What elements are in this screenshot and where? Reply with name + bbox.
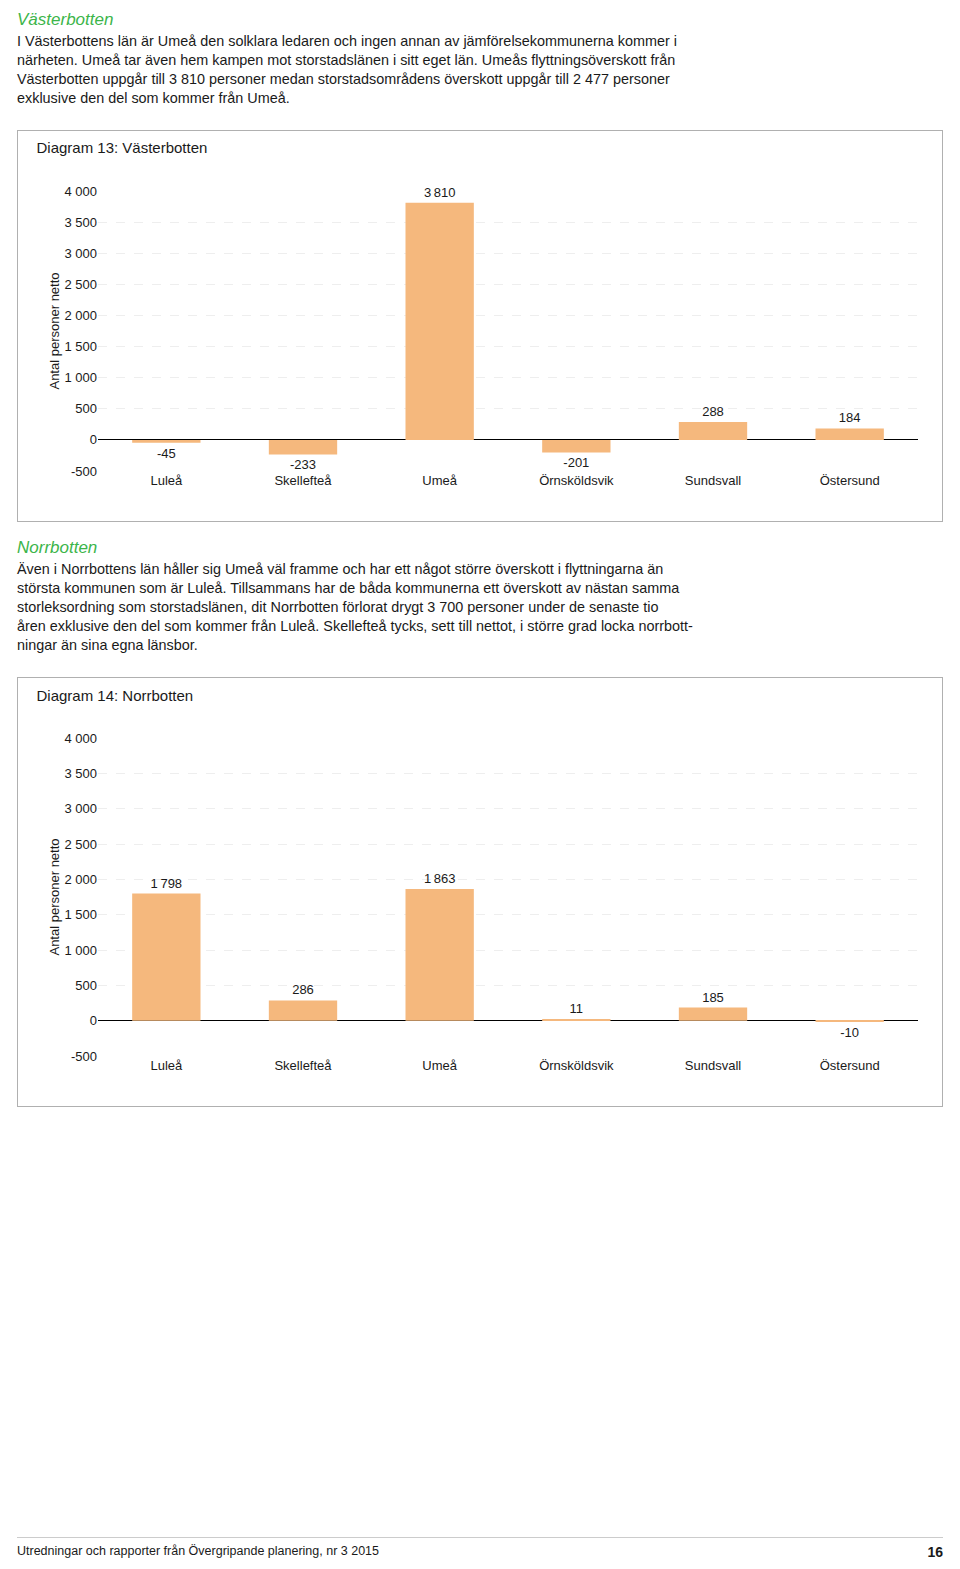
svg-text:2 500: 2 500 [64,837,97,852]
html-text:Västerbotten: Västerbotten [17,10,114,29]
svg-text:0: 0 [90,432,97,447]
svg-text:Skellefteå: Skellefteå [274,473,332,488]
svg-text:Diagram 13: Västerbotten: Diagram 13: Västerbotten [36,139,207,156]
svg-text:1 500: 1 500 [64,907,97,922]
svg-text:1 798: 1 798 [151,876,183,891]
html-text:Norrbotten: Norrbotten [17,538,98,557]
svg-text:4 000: 4 000 [64,184,97,199]
svg-text:500: 500 [75,978,97,993]
svg-text:2 000: 2 000 [64,308,97,323]
svg-text:1 500: 1 500 [64,339,97,354]
html-text:Även i Norrbottens län håller: Även i Norrbottens län håller sig Umeå v… [17,561,664,577]
html-text:åren exklusive den del som kom: åren exklusive den del som kommer från L… [17,618,693,634]
svg-text:-201: -201 [563,455,589,470]
svg-text:-10: -10 [840,1025,859,1040]
svg-text:Östersund: Östersund [820,1058,880,1073]
html-text:I Västerbottens län är Umeå de: I Västerbottens län är Umeå den solklara… [17,33,677,49]
svg-text:Luleå: Luleå [150,1058,183,1073]
svg-text:3 000: 3 000 [64,246,97,261]
html-text:närheten. Umeå tar även hem ka: närheten. Umeå tar även hem kampen mot s… [17,52,676,68]
svg-text:-500: -500 [71,1049,97,1064]
svg-text:288: 288 [702,404,724,419]
svg-text:Luleå: Luleå [150,473,183,488]
html-text:16: 16 [927,1544,943,1560]
html-text:ningar än sina egna länsbor.: ningar än sina egna länsbor. [17,637,198,653]
svg-text:-45: -45 [157,446,176,461]
svg-text:Umeå: Umeå [422,1058,457,1073]
svg-text:1 000: 1 000 [64,943,97,958]
svg-text:3 810: 3 810 [424,185,456,200]
svg-text:-233: -233 [290,457,316,472]
svg-text:Sundsvall: Sundsvall [685,1058,741,1073]
svg-text:1 000: 1 000 [64,370,97,385]
svg-text:3 000: 3 000 [64,801,97,816]
svg-text:1 863: 1 863 [424,871,456,886]
svg-text:Umeå: Umeå [422,473,457,488]
svg-text:500: 500 [75,401,97,416]
svg-text:286: 286 [292,982,314,997]
svg-text:Antal personer netto: Antal personer netto [47,272,62,389]
svg-text:0: 0 [90,1013,97,1028]
html-text:största kommunen som är Luleå.: största kommunen som är Luleå. Tillsamma… [17,580,680,596]
html-text:Västerbotten uppgår till 3 810: Västerbotten uppgår till 3 810 personer … [17,71,670,87]
svg-text:Örnsköldsvik: Örnsköldsvik [539,473,614,488]
svg-text:4 000: 4 000 [64,731,97,746]
svg-text:Antal personer netto: Antal personer netto [47,838,62,955]
svg-text:185: 185 [702,990,724,1005]
svg-text:-500: -500 [71,464,97,479]
html-text:Utredningar och rapporter från: Utredningar och rapporter från Övergripa… [17,1544,379,1558]
svg-text:2 500: 2 500 [64,277,97,292]
svg-text:3 500: 3 500 [64,766,97,781]
svg-text:11: 11 [570,1001,584,1016]
svg-text:Diagram 14: Norrbotten: Diagram 14: Norrbotten [36,687,193,704]
svg-text:3 500: 3 500 [64,215,97,230]
svg-text:Örnsköldsvik: Örnsköldsvik [539,1058,614,1073]
svg-text:Sundsvall: Sundsvall [685,473,741,488]
svg-text:2 000: 2 000 [64,872,97,887]
svg-text:Östersund: Östersund [820,473,880,488]
svg-text:184: 184 [839,410,861,425]
html-text:exklusive den del som kommer f: exklusive den del som kommer från Umeå. [17,90,290,106]
svg-text:Skellefteå: Skellefteå [274,1058,332,1073]
html-text:storleksordning som storstadsl: storleksordning som storstadslänen, dit … [17,599,659,615]
